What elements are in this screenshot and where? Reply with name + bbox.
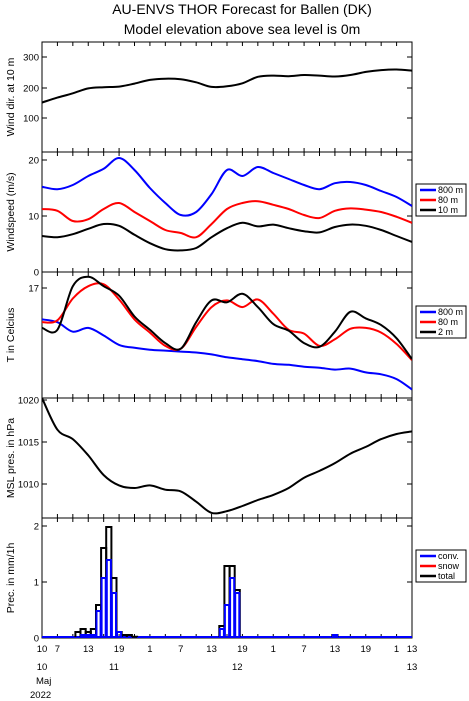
x-day-label: 12 (232, 662, 243, 673)
series-line-2m (42, 275, 412, 360)
y-tick-label: 20 (28, 156, 39, 167)
x-hour-label: 1 (394, 644, 399, 655)
series-line-80m (42, 282, 412, 361)
legend: 800 m80 m2 m (415, 305, 467, 339)
legend-label: 80 m (438, 317, 458, 327)
series-line (42, 68, 412, 104)
x-hour-label: 19 (114, 644, 125, 655)
legend-label: 2 m (438, 327, 453, 337)
y-tick-label: 1015 (18, 438, 39, 449)
y-tick-label: 0 (34, 268, 39, 279)
series-line (42, 398, 412, 515)
x-hour-label: 1 (271, 644, 276, 655)
y-tick-label: 1010 (18, 480, 39, 491)
precip-bar-conv (218, 628, 225, 637)
chart-title: AU-ENVS THOR Forecast for Ballen (DK) (112, 1, 372, 17)
temperature-panel: 17 T in Celcius 800 m80 m2 m (5, 271, 467, 399)
legend-label: 10 m (438, 205, 458, 215)
y-axis-label: T in Celcius (5, 308, 17, 363)
y-tick-label: 100 (23, 114, 39, 125)
x-day-label: 10 (37, 662, 48, 673)
x-hour-label: 13 (83, 644, 94, 655)
precip-bar-conv (223, 604, 231, 637)
chart-subtitle: Model elevation above sea level is 0m (124, 21, 361, 37)
x-hour-label: 7 (178, 644, 183, 655)
precip-bar-conv (90, 634, 97, 637)
x-hour-label: 13 (330, 644, 341, 655)
month-label: Maj (36, 676, 51, 687)
year-label: 2022 (30, 690, 51, 701)
precip-bar-conv (116, 631, 123, 637)
precip-bar-conv (229, 577, 236, 637)
y-tick-label: 10 (28, 212, 39, 223)
legend-label: 80 m (438, 195, 458, 205)
legend: 800 m80 m10 m (415, 183, 467, 217)
y-tick-label: 0 (34, 634, 39, 645)
x-hour-label: 19 (360, 644, 371, 655)
y-tick-label: 300 (23, 53, 39, 64)
legend-label: conv. (438, 551, 459, 561)
legend-label: 800 m (438, 307, 463, 317)
panel-frame (41, 397, 413, 519)
x-hour-label: 7 (55, 644, 60, 655)
y-tick-label: 1020 (18, 396, 39, 407)
time-axis: 10 7 13 19 1 7 13 19 1 7 13 19 1 13 10 11 12 13 Maj 2022 (30, 644, 417, 701)
precip-bar-conv (110, 592, 117, 637)
y-axis-label: MSL pres. in hPa (5, 418, 17, 498)
series-line-800m (42, 318, 412, 391)
y-axis-label: Windspeed (m/s) (5, 172, 17, 251)
x-day-label: 11 (109, 662, 119, 673)
windspeed-panel: 0 10 20 Windspeed (m/s) 800 m80 m10 m (5, 151, 467, 279)
legend-label: total (438, 571, 455, 581)
series-group (42, 275, 412, 391)
x-hour-label: 7 (301, 644, 306, 655)
precip-bar-conv (95, 610, 102, 637)
series-line-800m (42, 157, 412, 217)
series-group (42, 68, 412, 104)
x-day-label: 13 (407, 662, 418, 673)
panel-frame (41, 271, 413, 399)
y-axis-label: Prec. in mm/1h (5, 543, 17, 614)
y-axis-label: Wind dir. at 10 m (5, 57, 17, 136)
y-tick-label: 1 (34, 578, 39, 589)
y-tick-label: 17 (28, 284, 39, 295)
precip-bar-conv (105, 559, 112, 637)
series-line-10m (42, 221, 412, 252)
y-tick-label: 200 (23, 84, 39, 95)
series-line-80m (42, 200, 412, 239)
x-hour-label: 13 (206, 644, 217, 655)
series-group (42, 157, 412, 252)
x-hour-label: 1 (147, 644, 152, 655)
legend-label: snow (438, 561, 460, 571)
x-hour-label: 10 (37, 644, 48, 655)
precip-bar-conv (331, 634, 338, 637)
panel-frame (41, 41, 413, 153)
precip-bar-conv (100, 577, 107, 637)
precip-bar-conv (234, 592, 241, 637)
legend-label: 800 m (438, 185, 463, 195)
x-hour-label: 13 (407, 644, 418, 655)
series-group (42, 526, 412, 638)
y-tick-label: 2 (34, 522, 39, 533)
wind-direction-panel: 100 200 300 Wind dir. at 10 m (5, 41, 413, 153)
x-hour-label: 19 (237, 644, 248, 655)
series-group (42, 398, 412, 515)
